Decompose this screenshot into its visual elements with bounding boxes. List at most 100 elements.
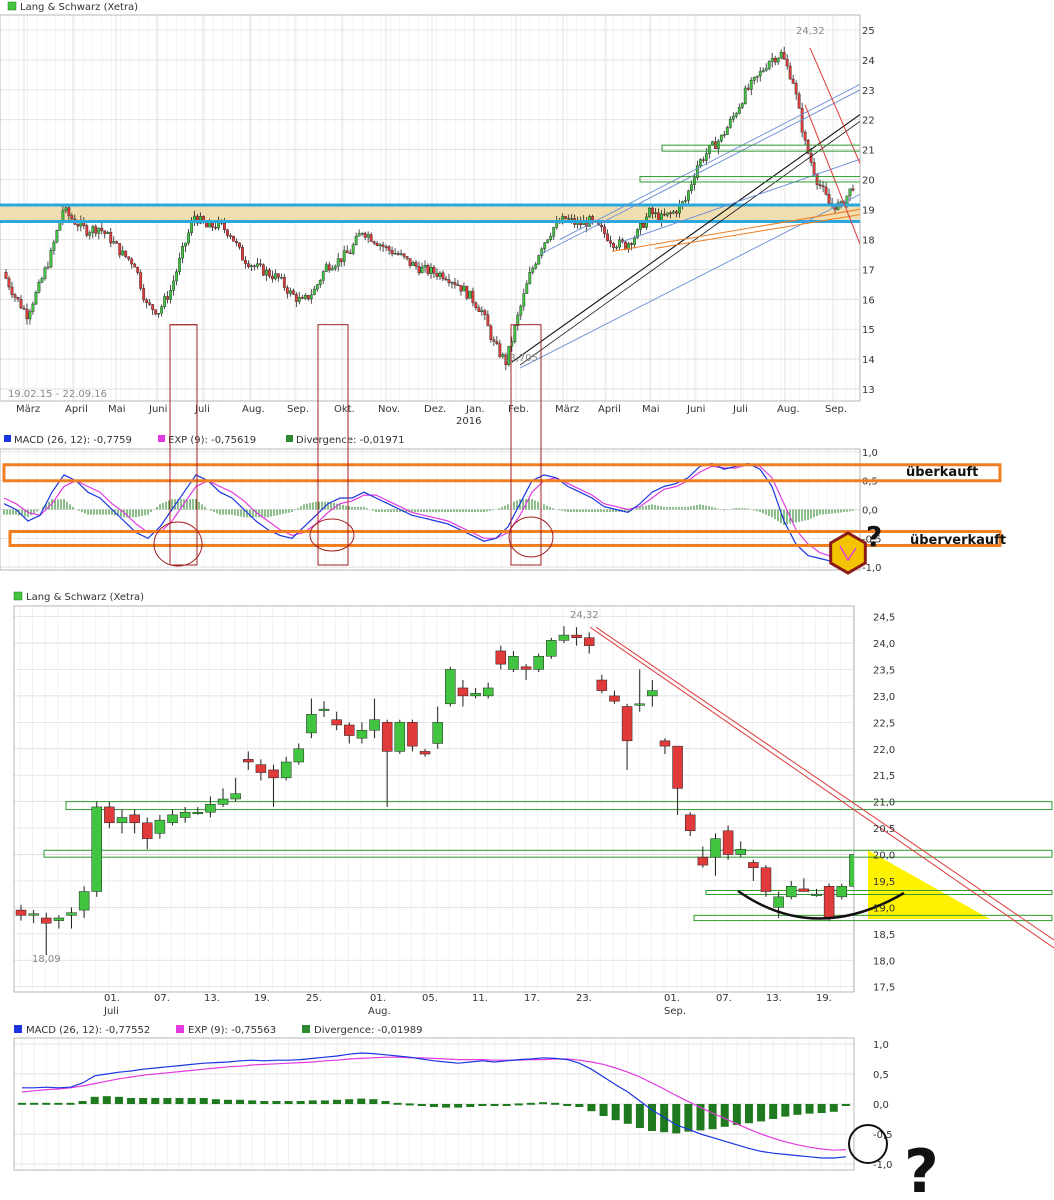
resistance-band xyxy=(0,205,860,222)
x-tick-label: 01. xyxy=(664,993,680,1004)
candle xyxy=(363,232,367,238)
candle xyxy=(507,345,511,365)
y-tick-label: 19,0 xyxy=(873,903,895,914)
x-tick-label: 13. xyxy=(766,993,782,1004)
candle xyxy=(172,280,176,291)
y-tick-label: 1,0 xyxy=(873,1040,889,1051)
y-tick-label: 24,5 xyxy=(873,613,895,624)
y-tick-label: 21 xyxy=(862,146,875,157)
candle xyxy=(480,310,484,312)
x-tick-label: Mai xyxy=(108,404,126,415)
red-trend-line xyxy=(804,104,860,246)
y-tick-label: 18,5 xyxy=(873,930,895,941)
divergence-bar xyxy=(744,1104,753,1124)
x-tick-label: 19. xyxy=(254,993,270,1004)
y-tick-label: 23,5 xyxy=(873,665,895,676)
candle xyxy=(441,272,445,280)
candle xyxy=(312,288,316,296)
candle xyxy=(306,294,310,300)
y-tick-label: 0,0 xyxy=(873,1100,889,1111)
x-month-label: Aug. xyxy=(368,1006,391,1017)
annotation-layer-back xyxy=(43,801,1053,922)
divergence-bar xyxy=(30,1102,39,1105)
y-tick-label: 25 xyxy=(862,26,875,37)
divergence-bars xyxy=(18,1096,850,1134)
candle xyxy=(116,817,128,824)
candle xyxy=(268,769,279,779)
candle xyxy=(785,885,797,898)
divergence-bar xyxy=(78,1101,87,1104)
y-tick-label: 13 xyxy=(862,385,875,396)
y-tick-label: 24,0 xyxy=(873,639,895,650)
candle xyxy=(663,213,666,216)
question-mark-large: ? xyxy=(904,1137,939,1200)
x-tick-label: 23. xyxy=(576,993,592,1004)
candle xyxy=(345,250,349,254)
y-axis: 13 14 15 16 17 18 19 20 21 22 23 24 25 xyxy=(862,26,875,396)
candle xyxy=(823,885,835,919)
candle xyxy=(261,264,265,276)
candle xyxy=(785,58,789,67)
legend-swatch-signal xyxy=(158,435,165,442)
divergence-bar xyxy=(66,1102,75,1105)
orange-line xyxy=(654,214,860,249)
candle xyxy=(419,751,431,755)
x-tick-label: Juni xyxy=(686,404,705,415)
x-tick-label: 05. xyxy=(422,993,438,1004)
y-tick-label: 23,0 xyxy=(873,692,895,703)
candle xyxy=(782,52,786,60)
candle xyxy=(495,650,507,665)
candle xyxy=(157,313,161,315)
candle xyxy=(372,241,376,244)
divergence-bar xyxy=(708,1104,717,1130)
candle xyxy=(360,232,364,235)
candle xyxy=(342,250,346,262)
candle xyxy=(731,116,735,120)
divergence-bar xyxy=(442,1104,451,1108)
x-tick-label: Aug. xyxy=(242,404,265,415)
candle xyxy=(280,761,292,779)
x-tick-label: Juli xyxy=(732,404,748,415)
legend-divergence: Divergence: -0,01989 xyxy=(314,1025,422,1036)
divergence-bar xyxy=(199,1098,208,1104)
candle xyxy=(543,242,547,250)
candle xyxy=(133,263,137,268)
divergence-bar xyxy=(333,1099,342,1104)
divergence-bar xyxy=(102,1096,111,1104)
candle xyxy=(722,830,734,855)
legend-signal: EXP (9): -0,75619 xyxy=(168,435,256,446)
candle xyxy=(647,690,658,697)
divergence-bar xyxy=(236,1099,245,1104)
candle xyxy=(806,140,810,154)
candle xyxy=(4,272,8,279)
y-tick-label: 14 xyxy=(862,355,875,366)
legend-swatch-macd xyxy=(4,435,11,442)
divergence-bar xyxy=(163,1098,172,1104)
divergence-bar xyxy=(841,1104,850,1106)
low-circle xyxy=(309,518,355,552)
divergence-bar xyxy=(272,1101,281,1104)
candle xyxy=(267,269,271,277)
candle xyxy=(546,239,550,243)
candle xyxy=(167,814,178,824)
candle xyxy=(25,308,29,320)
candle xyxy=(129,814,140,824)
candle xyxy=(659,740,671,747)
macd-line xyxy=(22,1052,846,1159)
candle xyxy=(53,917,65,921)
divergence-bar xyxy=(551,1102,560,1105)
candle xyxy=(393,253,397,255)
x-tick-label: April xyxy=(65,404,88,415)
low-label: 13,705 xyxy=(503,353,538,364)
low-circle xyxy=(153,521,203,567)
divergence-bar xyxy=(805,1104,814,1114)
candle xyxy=(752,77,756,81)
high-label: 24,32 xyxy=(796,26,825,37)
x-tick-label: Aug. xyxy=(777,404,800,415)
divergence-bar xyxy=(139,1098,148,1104)
candle xyxy=(318,280,322,285)
candle xyxy=(482,687,494,697)
resistance-box xyxy=(661,144,860,152)
candle xyxy=(495,341,499,344)
x-month-label: Juli xyxy=(103,1006,119,1017)
